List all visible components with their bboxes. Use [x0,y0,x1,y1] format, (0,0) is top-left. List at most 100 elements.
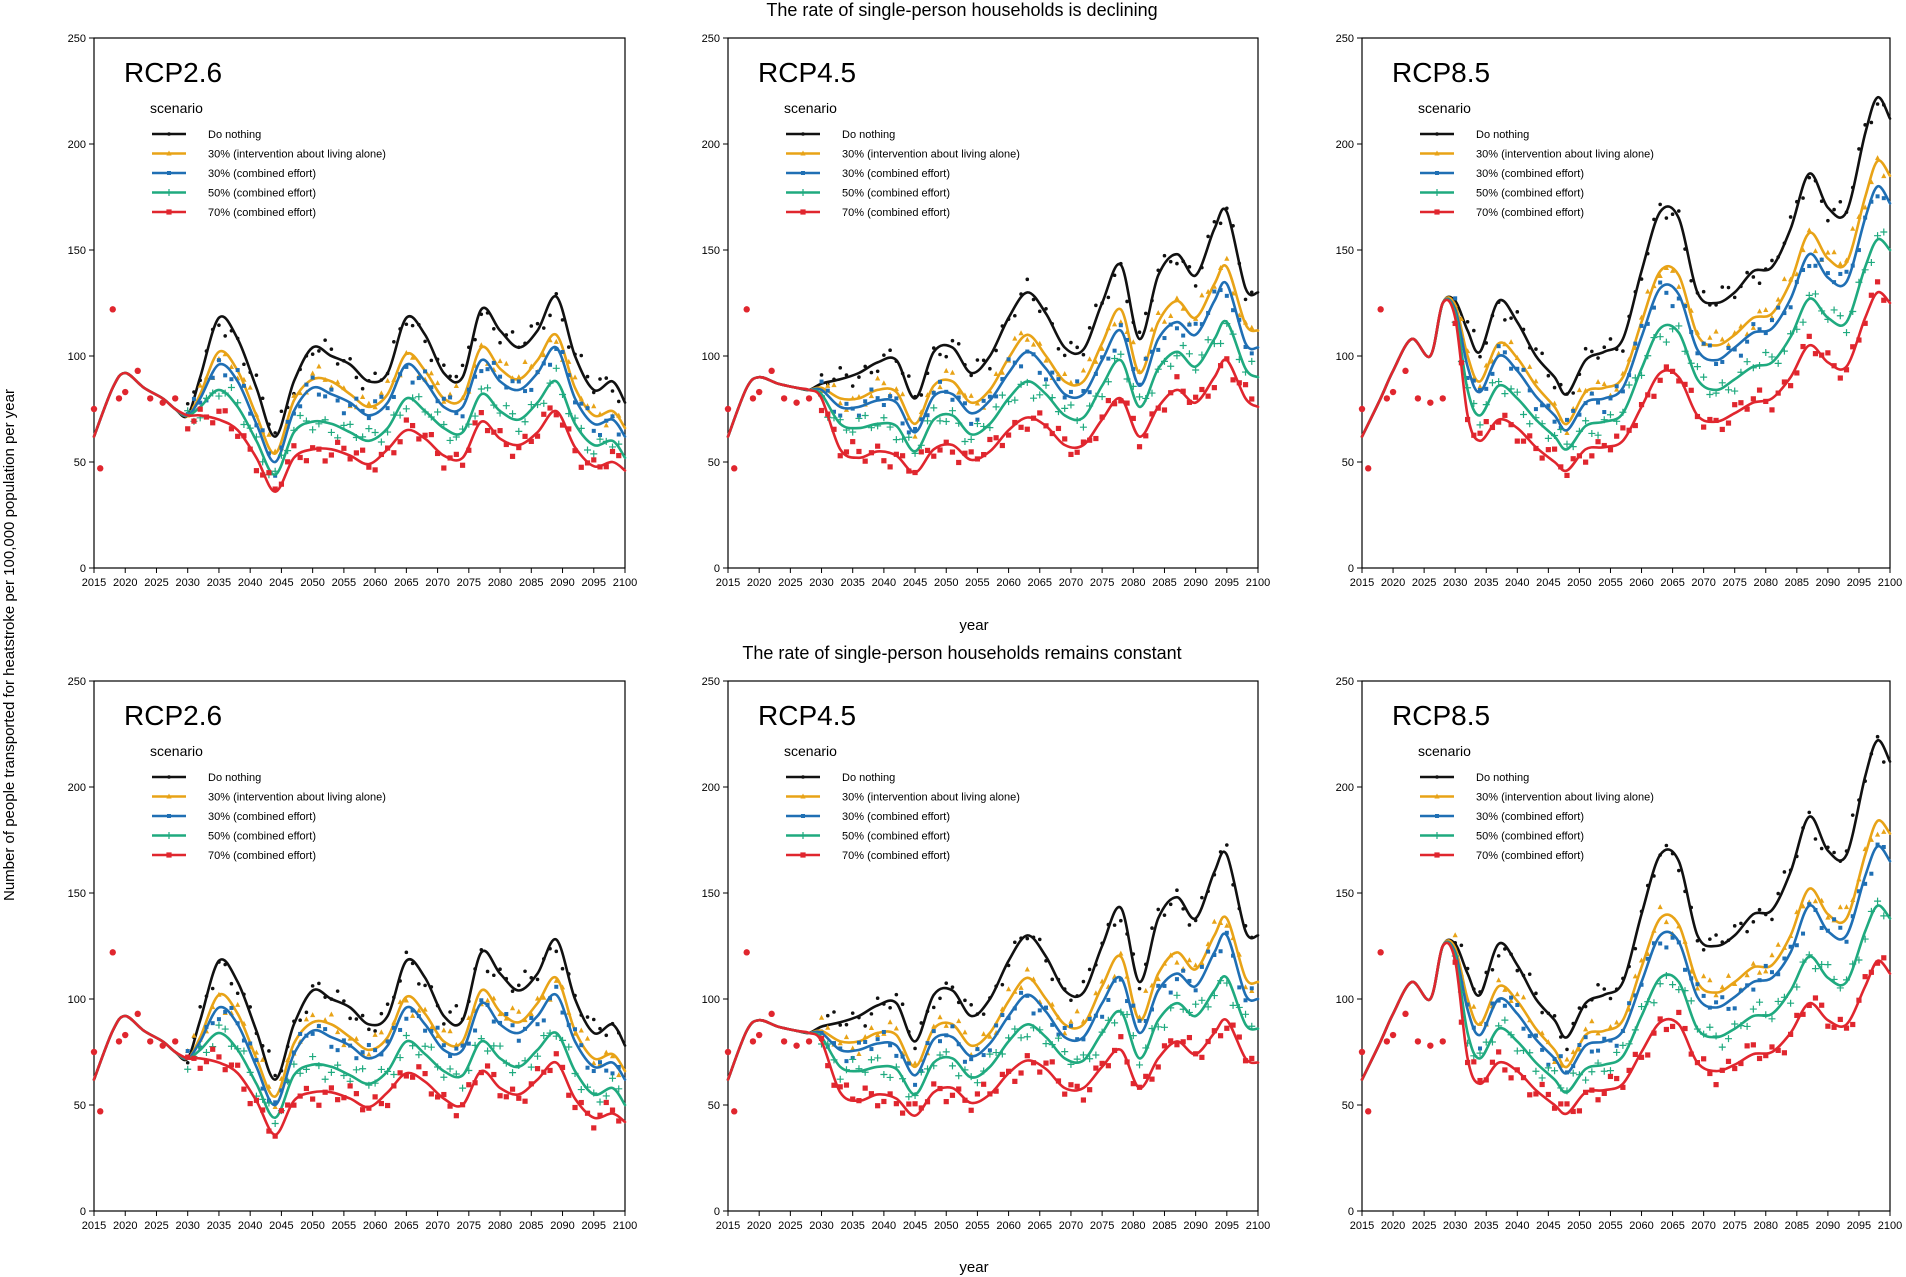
legend-label: 30% (combined effort) [842,168,950,180]
x-tick-label: 2040 [1505,1220,1529,1232]
series-point [1544,1064,1552,1072]
observed-point [172,395,179,402]
series-point [1881,297,1887,303]
series-point [1726,285,1731,290]
series-point [1862,974,1868,980]
legend-label: 30% (intervention about living alone) [208,792,386,804]
series-point [535,977,540,982]
series-point [579,401,584,406]
series-4 [92,1014,627,1139]
series-point [1167,362,1175,370]
panel-title: RCP8.5 [1392,57,1490,88]
series-point [1670,935,1675,940]
series-point [1714,933,1718,937]
series-line [1360,844,1892,1081]
series-point [596,435,604,443]
series-point [247,384,253,390]
series-point [1477,1077,1483,1084]
series-point [1596,1048,1601,1053]
series-point [1620,425,1626,431]
series-point [1156,907,1161,912]
plot-frame [727,37,1259,569]
series-point [844,401,849,406]
series-point [1774,359,1782,367]
series-point [367,1027,371,1032]
series-point [881,403,886,408]
series-point [1054,1034,1062,1042]
series-point [1458,1019,1464,1025]
series-point [1509,995,1514,1000]
series-point [242,362,246,367]
series-point [1236,1034,1242,1040]
series-point [1720,285,1725,289]
series-point [1137,330,1142,335]
series-point [404,1016,409,1021]
legend-title: scenario [1418,743,1471,759]
y-tick-label: 200 [1336,139,1354,151]
series-point [191,1032,197,1038]
y-tick-label: 100 [1336,351,1354,363]
series-point [1638,1054,1645,1060]
x-tick-label: 2020 [747,577,771,589]
series-point [1725,972,1732,978]
series-point [428,1091,434,1097]
series-line [92,371,627,493]
series-point [290,1060,298,1068]
series-point [615,1085,623,1093]
series-point [185,426,191,432]
series-point [1857,147,1861,151]
series-point [1706,391,1714,399]
series-point [949,1092,956,1098]
x-axis-label-top: year [959,617,988,634]
series-point [1707,977,1713,983]
series-point [1224,930,1229,935]
series-point [1595,439,1601,445]
series-point [819,379,824,384]
series-point [540,1032,548,1040]
series-point [882,353,886,357]
x-tick-label: 2025 [1412,577,1436,589]
series-point [1768,1015,1776,1023]
series-point [986,1050,994,1058]
series-point [492,973,496,978]
series-point [273,1100,278,1105]
series-point [585,1015,590,1019]
series-point [1769,1044,1775,1050]
series-point [1025,277,1030,282]
observed-point [780,1038,788,1045]
series-point [1874,960,1881,966]
series-point [1137,1018,1142,1023]
series-point [1472,328,1476,333]
series-point [1732,295,1737,300]
y-tick-label: 50 [74,1100,86,1112]
series-point [223,1009,228,1014]
series-point [1751,322,1756,327]
series-point [849,428,857,436]
series-point [309,1053,317,1061]
series-point [434,1094,441,1100]
series-point [880,414,888,422]
series-point [390,1071,398,1079]
series-point [210,420,216,426]
series-point [223,373,228,378]
series-point [973,420,981,428]
series-point [497,428,503,434]
series-point [1825,1023,1831,1029]
observed-point [1402,367,1409,375]
series-point [341,1095,347,1101]
series-point [410,380,415,385]
series-point [372,1094,378,1100]
series-point [454,374,459,379]
series-point [837,1084,843,1090]
series-point [404,322,409,327]
legend-label: 70% (combined effort) [208,207,316,219]
series-point [1613,1048,1621,1056]
series-point [1037,1008,1042,1013]
series-0 [92,938,627,1081]
series-point [1459,943,1464,948]
series-point [1143,987,1149,993]
series-point [317,981,321,986]
series-point [253,468,260,474]
series-point [366,400,372,406]
series-point [402,1031,410,1039]
